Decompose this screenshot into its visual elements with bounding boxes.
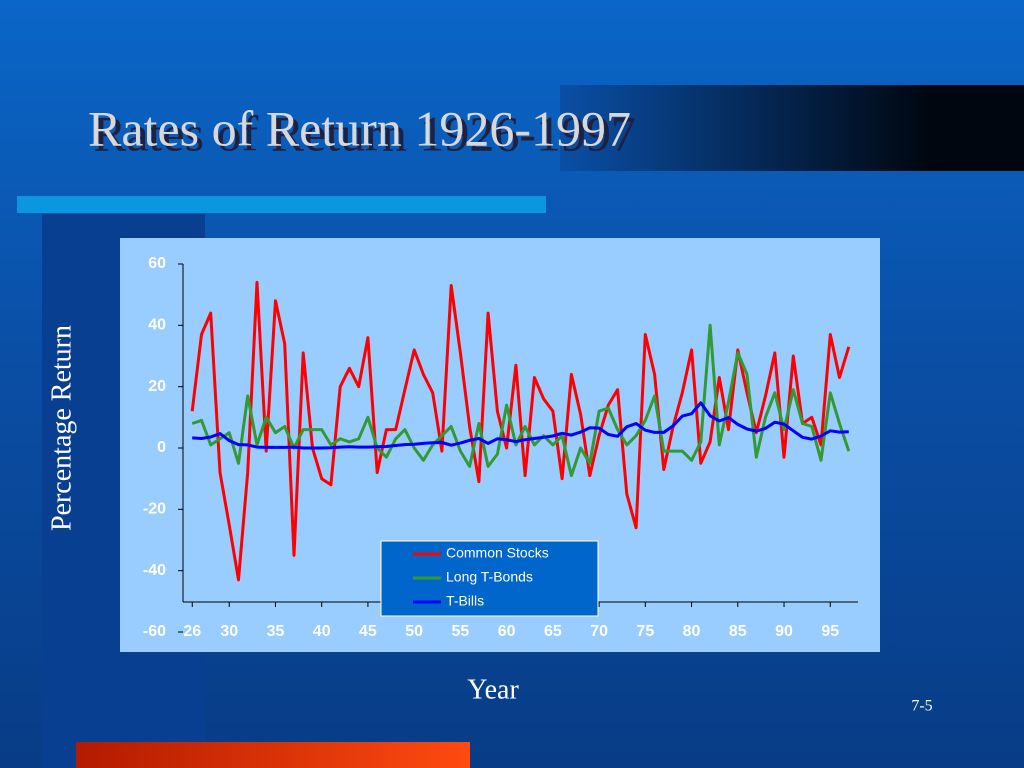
x-tick-label: 30 [220, 623, 238, 640]
x-tick-label: 35 [267, 623, 285, 640]
series-line [191, 323, 851, 478]
y-tick-label: -40 [143, 562, 166, 579]
page-number: 7-5 [911, 698, 932, 715]
accent-bar [17, 196, 546, 213]
y-tick-label: 40 [148, 317, 166, 334]
title-band [560, 85, 1024, 171]
legend-label: Common Stocks [446, 545, 549, 561]
chart-title: Rates of Return 1926-1997 [88, 100, 631, 156]
y-axis-label: Percentage Return [46, 325, 77, 531]
y-tick-label: 0 [157, 439, 166, 456]
x-tick-label: 80 [683, 623, 701, 640]
x-tick-label: 26 [183, 623, 201, 640]
x-tick-label: 85 [729, 623, 747, 640]
x-tick-label: 40 [313, 623, 331, 640]
x-tick-label: 50 [405, 623, 423, 640]
y-tick-label: 20 [148, 378, 166, 395]
x-tick-label: 95 [821, 623, 839, 640]
y-tick-label: 60 [148, 255, 166, 272]
title-shadow: Rates of Return 1926-1997 [93, 105, 636, 161]
x-tick-label: 70 [590, 623, 608, 640]
legend-label: Long T-Bonds [446, 569, 533, 585]
legend-label: T-Bills [446, 593, 484, 609]
bottom-bar [76, 742, 470, 768]
series-line [192, 401, 849, 450]
x-tick-label: 75 [636, 623, 654, 640]
x-tick-label: 90 [775, 623, 793, 640]
x-axis-label: Year [467, 674, 519, 705]
x-tick-label: 60 [498, 623, 516, 640]
x-tick-label: 45 [359, 623, 377, 640]
x-tick-label: 65 [544, 623, 562, 640]
x-tick-label: 55 [451, 623, 469, 640]
y-tick-label: -60 [143, 623, 166, 640]
y-tick-label: -20 [143, 501, 166, 518]
